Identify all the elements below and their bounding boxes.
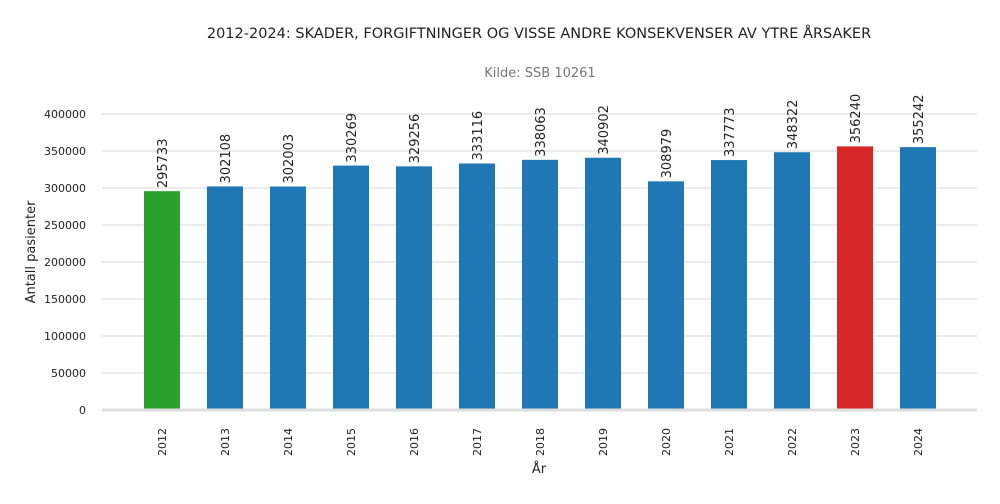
- data-label-2013: 302108: [219, 134, 234, 184]
- y-tick-label: 100000: [44, 330, 86, 343]
- bar-2020: [648, 181, 684, 410]
- x-tick-label-2021: 2021: [723, 428, 736, 456]
- bar-2017: [459, 163, 495, 410]
- data-label-2014: 302003: [282, 134, 297, 184]
- bar-2023: [837, 146, 873, 411]
- x-tick-label-2019: 2019: [597, 428, 610, 456]
- data-label-2020: 308979: [660, 129, 675, 179]
- x-tick-label-2013: 2013: [219, 428, 232, 456]
- data-label-2016: 329256: [408, 114, 423, 164]
- data-label-2021: 337773: [723, 107, 738, 157]
- data-label-2018: 338063: [534, 107, 549, 157]
- y-tick-label: 300000: [44, 182, 86, 195]
- x-tick-label-2016: 2016: [408, 428, 421, 456]
- data-label-2023: 356240: [849, 94, 864, 144]
- x-tick-label-2020: 2020: [660, 428, 673, 456]
- bar-2018: [522, 159, 558, 410]
- x-tick-label-2017: 2017: [471, 428, 484, 456]
- x-tick-label-2018: 2018: [534, 428, 547, 456]
- bar-2014: [270, 186, 306, 410]
- y-tick-label: 50000: [51, 367, 86, 380]
- bar-2019: [585, 157, 621, 410]
- chart-title: 2012-2024: SKADER, FORGIFTNINGER OG VISS…: [207, 25, 871, 42]
- data-label-2015: 330269: [345, 113, 360, 163]
- bar-2012: [144, 191, 180, 410]
- x-tick-label-2022: 2022: [786, 428, 799, 456]
- x-tick-label-2012: 2012: [156, 428, 169, 456]
- x-axis-label: År: [532, 461, 547, 477]
- y-tick-label: 0: [79, 404, 86, 417]
- bar-2022: [774, 152, 810, 411]
- y-tick-label: 200000: [44, 256, 86, 269]
- bar-2013: [207, 186, 243, 410]
- x-tick-label-2014: 2014: [282, 428, 295, 456]
- data-label-2019: 340902: [597, 105, 612, 155]
- y-tick-label: 350000: [44, 145, 86, 158]
- chart-subtitle: Kilde: SSB 10261: [484, 66, 595, 81]
- data-label-2022: 348322: [786, 100, 801, 150]
- y-tick-label: 150000: [44, 293, 86, 306]
- data-label-2024: 355242: [912, 94, 927, 144]
- x-tick-label-2024: 2024: [912, 428, 925, 456]
- bar-2024: [900, 147, 936, 411]
- y-tick-label: 400000: [44, 108, 86, 121]
- bar-2021: [711, 160, 747, 410]
- data-label-2017: 333116: [471, 111, 486, 161]
- x-tick-label-2023: 2023: [849, 428, 862, 456]
- y-tick-label: 250000: [44, 219, 86, 232]
- y-axis-label: Antall pasienter: [24, 200, 39, 303]
- bar-2016: [396, 166, 432, 410]
- x-tick-label-2015: 2015: [345, 428, 358, 456]
- bar-2015: [333, 165, 369, 410]
- data-label-2012: 295733: [156, 139, 171, 189]
